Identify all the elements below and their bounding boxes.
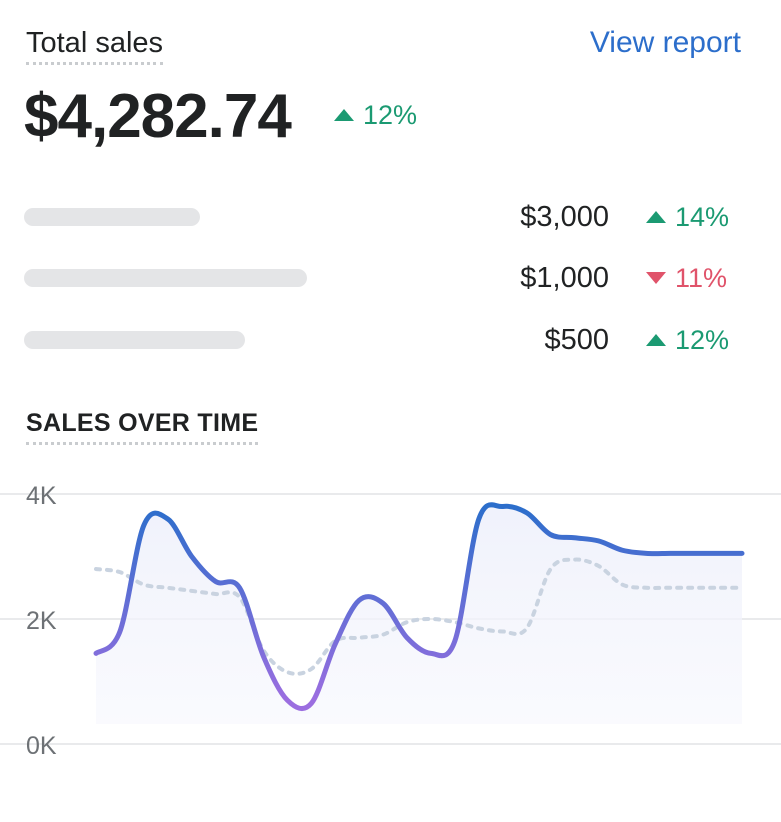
breakdown-row: $1,000 11% xyxy=(0,258,781,298)
placeholder-label-bar xyxy=(24,331,245,349)
breakdown-change: 12% xyxy=(646,320,729,360)
chart-series xyxy=(93,502,745,712)
sales-over-time-chart: 4K 2K 0K xyxy=(0,482,781,760)
y-tick-label: 0K xyxy=(26,732,57,760)
series-area-fill xyxy=(96,504,742,724)
breakdown-value: $1,000 xyxy=(520,262,609,294)
card-title: Total sales xyxy=(26,26,164,65)
trend-up-icon xyxy=(334,109,354,121)
y-tick-label: 4K xyxy=(26,482,57,510)
chart-area xyxy=(96,504,742,724)
breakdown-row: $3,000 14% xyxy=(0,197,781,237)
comparison-series-line xyxy=(94,557,744,676)
y-axis-ticks: 4K 2K 0K xyxy=(26,482,57,760)
breakdown-change: 14% xyxy=(646,197,729,237)
main-series-line xyxy=(93,502,745,712)
total-change-value: 12% xyxy=(363,100,418,130)
breakdown-row: $500 12% xyxy=(0,320,781,360)
breakdown-change-value: 12% xyxy=(675,325,730,355)
trend-up-icon xyxy=(646,211,666,223)
total-change-badge: 12% xyxy=(334,98,417,132)
trend-down-icon xyxy=(646,272,666,284)
placeholder-label-bar xyxy=(24,269,307,287)
trend-up-icon xyxy=(646,334,666,346)
chart-section-title: SALES OVER TIME xyxy=(26,408,259,445)
y-tick-label: 2K xyxy=(26,607,57,635)
breakdown-change: 11% xyxy=(646,258,727,298)
view-report-link[interactable]: View report xyxy=(589,26,741,59)
breakdown-change-value: 11% xyxy=(675,263,728,293)
placeholder-label-bar xyxy=(24,208,200,226)
breakdown-change-value: 14% xyxy=(675,202,730,232)
breakdown-value: $500 xyxy=(544,324,609,356)
total-sales-amount: $4,282.74 xyxy=(24,82,292,151)
breakdown-value: $3,000 xyxy=(520,201,609,233)
